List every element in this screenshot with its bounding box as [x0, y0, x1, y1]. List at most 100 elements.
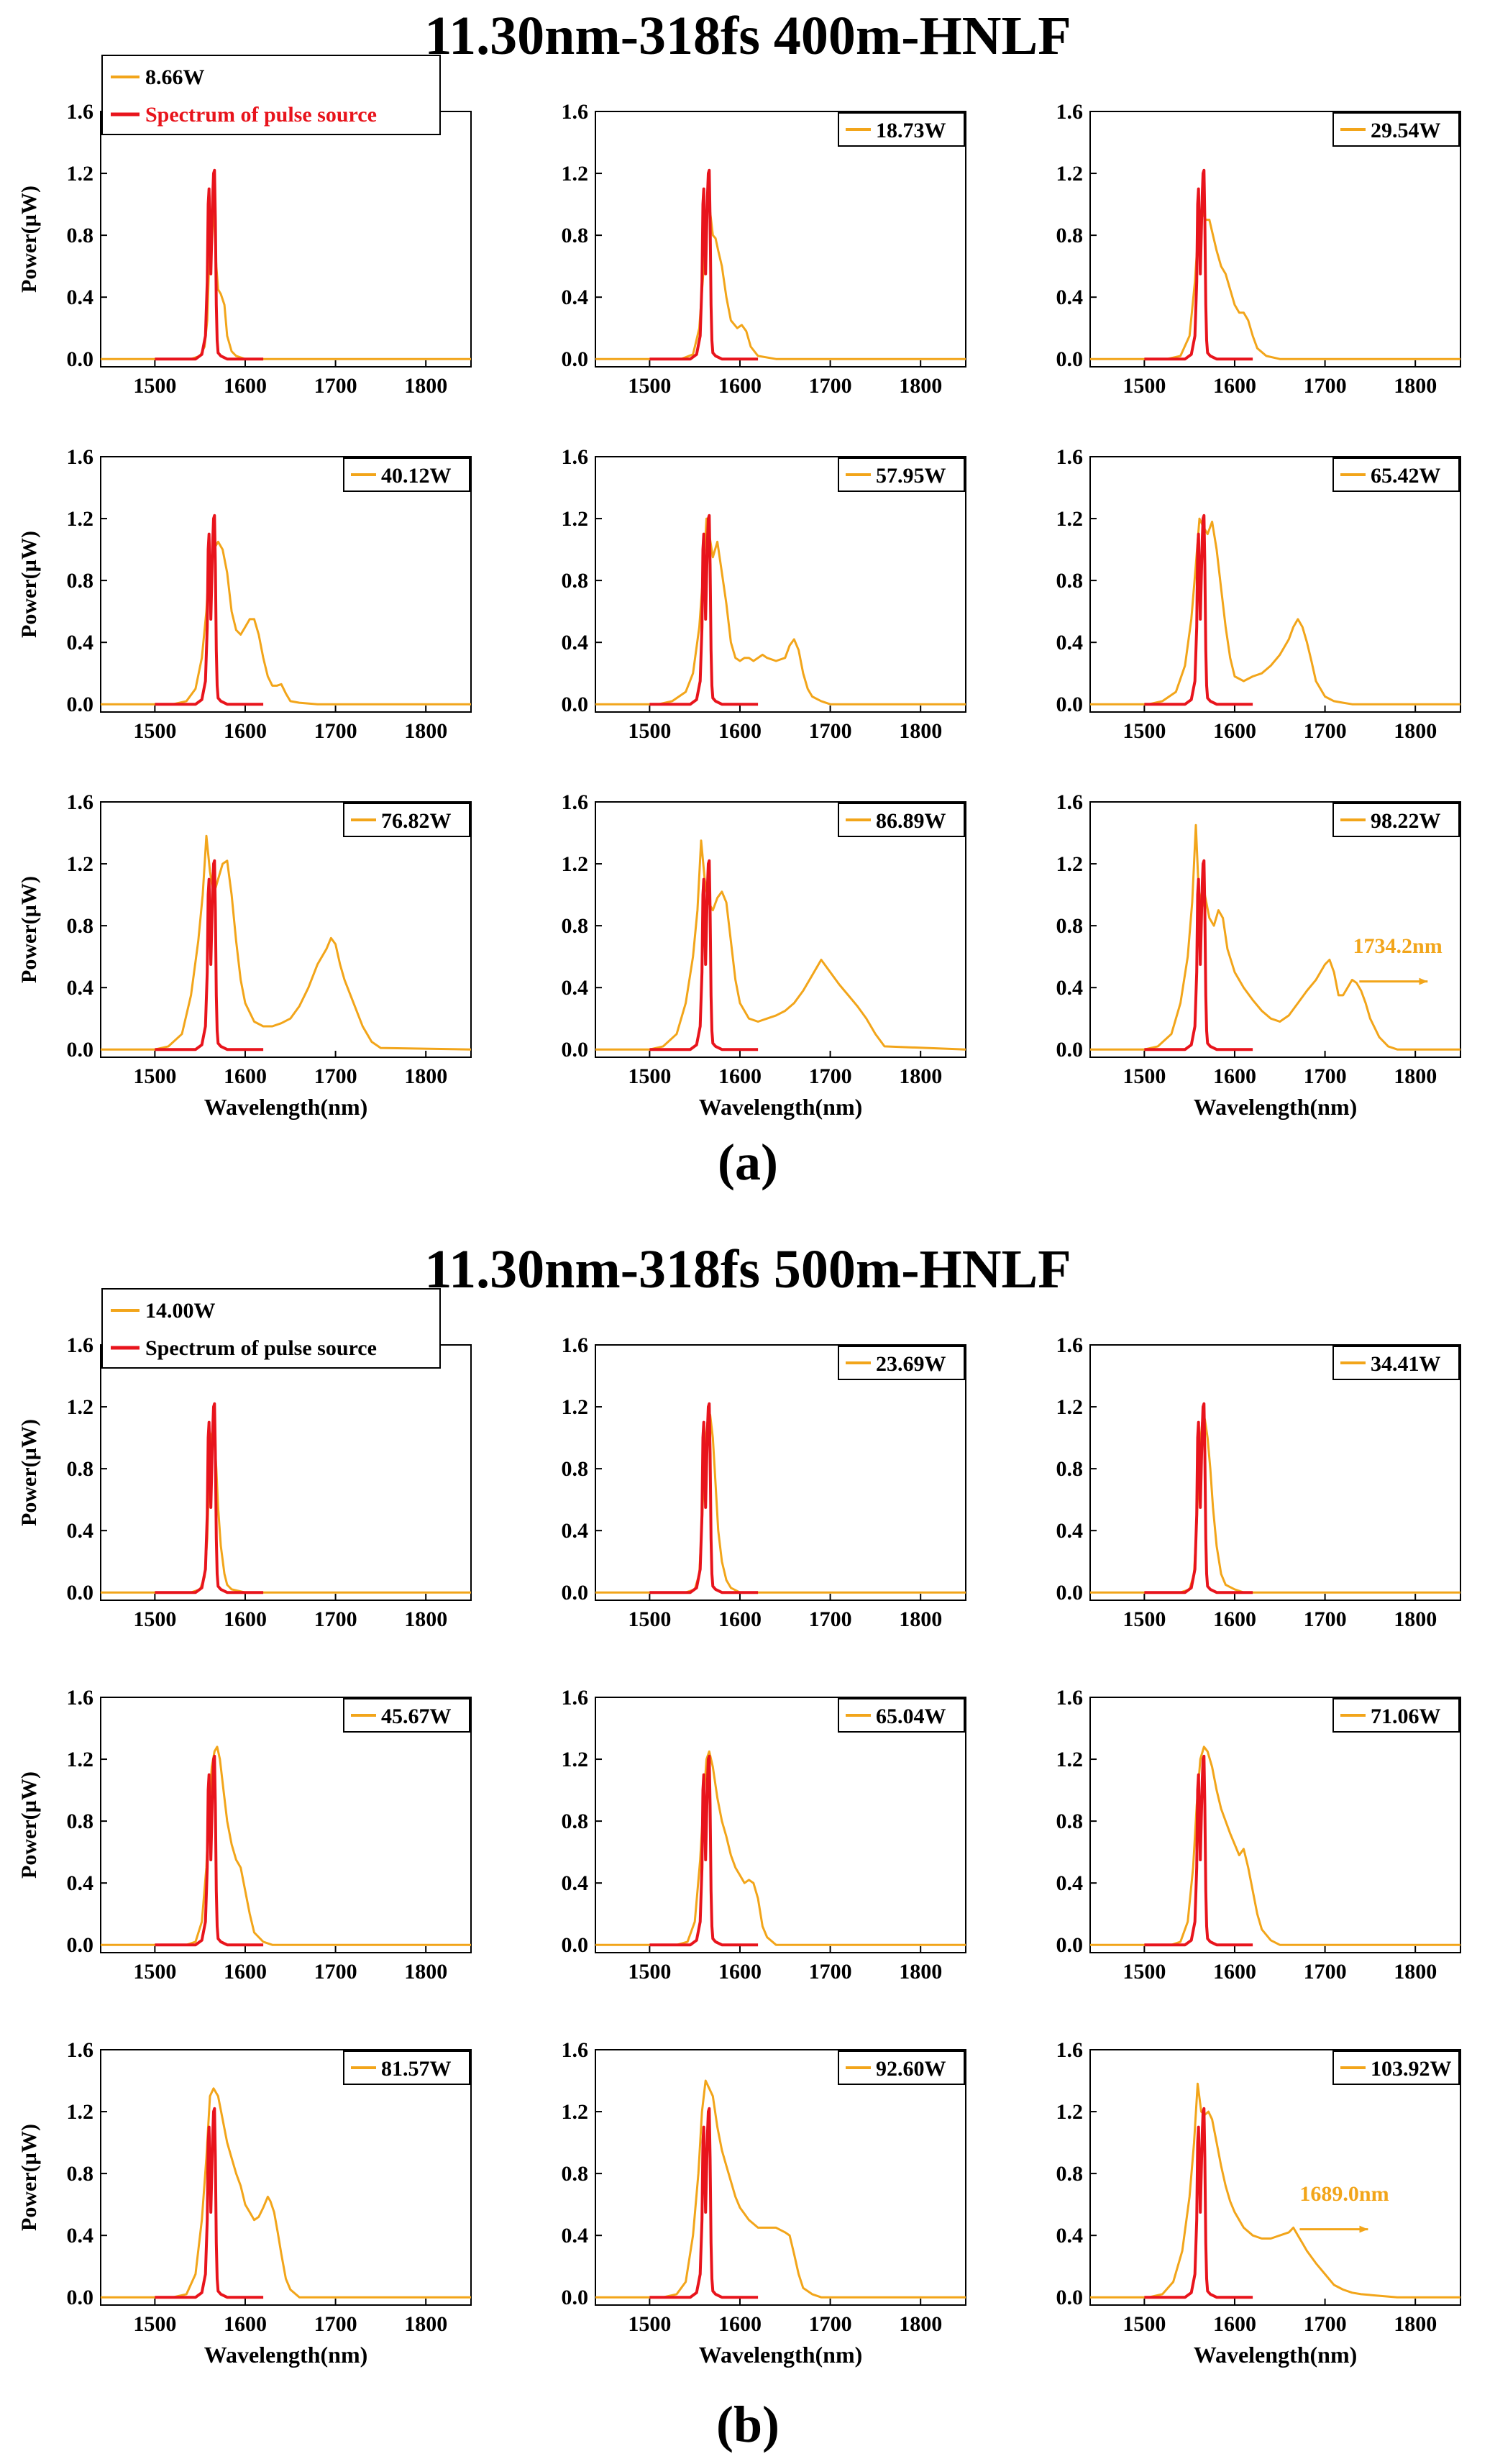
legend-box [101, 55, 441, 135]
plot-frame [100, 1344, 472, 1601]
series-output-spectrum [1090, 1418, 1460, 1594]
chart-panel-a-6: 0.0 0.4 0.8 1.2 1.6 1500 1600 1700 1800 65.42W [1056, 445, 1461, 743]
chart-panel-a-9: 0.0 0.4 0.8 1.2 1.6 1500 1600 1700 1800 Wavelengt… [1056, 790, 1461, 1120]
x-tick-label: 1600 [718, 719, 762, 743]
plot-frame [1089, 801, 1461, 1058]
plot-frame [100, 2049, 472, 2306]
y-tick-label: 0.0 [1056, 347, 1084, 371]
legend-box [101, 1288, 441, 1369]
y-tick-label: 1.2 [562, 1395, 589, 1419]
legend-label-power: 103.92W [1371, 2057, 1452, 2081]
chart-panel-a-8: 0.0 0.4 0.8 1.2 1.6 1500 1600 1700 1800 Wavelengt… [562, 790, 966, 1120]
legend-label-power: 76.82W [381, 809, 452, 833]
x-tick-label: 1700 [809, 2312, 852, 2336]
figure-label-b: (b) [716, 2396, 779, 2453]
legend-label-power: 45.67W [381, 1705, 452, 1728]
chart-panel-a-2: 0.0 0.4 0.8 1.2 1.6 1500 1600 1700 1800 18.73W [562, 100, 966, 398]
legend-label-source: Spectrum of pulse source [145, 1336, 377, 1360]
y-tick-label: 0.0 [562, 693, 589, 716]
series-source-spectrum [649, 514, 759, 706]
x-tick-label: 1500 [1123, 1607, 1166, 1631]
legend-label-power: 40.12W [381, 464, 452, 488]
y-tick-label: 1.6 [67, 2038, 94, 2062]
series-output-spectrum [1090, 517, 1460, 706]
series-source-spectrum [155, 514, 264, 706]
y-tick-label: 0.8 [67, 914, 94, 938]
figure-title-b: 11.30nm-318fs 500m-HNLF [424, 1239, 1071, 1300]
y-tick-label: 0.4 [562, 286, 589, 309]
chart-panel-b-6: 0.0 0.4 0.8 1.2 1.6 1500 1600 1700 1800 71.06W [1056, 1686, 1461, 1984]
y-tick-label: 1.2 [1056, 162, 1084, 186]
legend-label-power: 65.42W [1371, 464, 1441, 488]
chart-panel-b-5: 0.0 0.4 0.8 1.2 1.6 1500 1600 1700 1800 65.04W [562, 1686, 966, 1984]
legend-label-power: 86.89W [876, 809, 946, 833]
x-tick-label: 1500 [133, 1960, 176, 1984]
x-tick-label: 1800 [1394, 719, 1437, 743]
series-source-spectrum [155, 2107, 264, 2299]
y-tick-label: 1.2 [562, 507, 589, 531]
y-tick-label: 0.4 [562, 2224, 589, 2248]
series-output-spectrum [101, 2087, 471, 2299]
plot-frame [595, 456, 966, 713]
x-tick-label: 1700 [809, 374, 852, 398]
plot-frame [595, 1697, 966, 1953]
x-tick-label: 1600 [224, 1960, 267, 1984]
x-tick-label: 1800 [404, 1064, 447, 1088]
plot-frame [1089, 1344, 1461, 1601]
y-tick-label: 0.8 [67, 2162, 94, 2186]
y-tick-label: 0.0 [67, 1581, 94, 1605]
y-tick-label: 1.2 [1056, 507, 1084, 531]
x-tick-label: 1600 [1213, 1607, 1256, 1631]
y-tick-label: 0.4 [67, 286, 94, 309]
series-source-spectrum [1144, 514, 1253, 706]
legend-label-power: 57.95W [876, 464, 946, 488]
plot-frame [595, 111, 966, 368]
y-tick-label: 0.8 [562, 2162, 589, 2186]
x-tick-label: 1500 [133, 374, 176, 398]
y-tick-label: 0.8 [67, 1457, 94, 1481]
x-tick-label: 1500 [628, 1607, 671, 1631]
x-tick-label: 1700 [1304, 1064, 1347, 1088]
y-tick-label: 1.6 [562, 100, 589, 124]
y-tick-label: 0.0 [1056, 1038, 1084, 1062]
figure-label-a: (a) [718, 1133, 778, 1191]
legend-label-power: 92.60W [876, 2057, 946, 2081]
y-tick-label: 0.4 [67, 2224, 94, 2248]
y-tick-label: 0.0 [562, 1038, 589, 1062]
x-tick-label: 1700 [1304, 1607, 1347, 1631]
y-tick-label: 0.8 [67, 569, 94, 593]
series-output-spectrum [1090, 2082, 1460, 2299]
y-tick-label: 1.6 [562, 1686, 589, 1710]
series-output-spectrum [595, 1750, 966, 1946]
y-tick-label: 0.4 [67, 1519, 94, 1543]
y-axis-label: Power(µW) [17, 1771, 41, 1879]
chart-panel-a-3: 0.0 0.4 0.8 1.2 1.6 1500 1600 1700 1800 29.54W [1056, 100, 1461, 398]
legend-label-power: 65.04W [876, 1705, 946, 1728]
legend-label-power: 71.06W [1371, 1705, 1441, 1728]
annotation-label: 1734.2nm [1353, 934, 1443, 958]
y-tick-label: 0.0 [562, 347, 589, 371]
x-tick-label: 1800 [899, 1064, 942, 1088]
x-axis-label: Wavelength(nm) [204, 1094, 368, 1120]
y-tick-label: 0.0 [67, 1038, 94, 1062]
y-tick-label: 0.8 [1056, 224, 1084, 247]
x-tick-label: 1600 [1213, 374, 1256, 398]
y-tick-label: 1.2 [67, 852, 94, 876]
y-tick-label: 0.8 [1056, 569, 1084, 593]
x-tick-label: 1800 [404, 374, 447, 398]
y-tick-label: 1.2 [67, 507, 94, 531]
y-tick-label: 0.4 [1056, 976, 1084, 1000]
x-tick-label: 1500 [628, 1064, 671, 1088]
plot-frame [595, 801, 966, 1058]
x-tick-label: 1700 [809, 1607, 852, 1631]
y-tick-label: 1.6 [67, 790, 94, 814]
series-output-spectrum [1090, 1746, 1460, 1946]
x-axis-label: Wavelength(nm) [699, 2342, 863, 2368]
series-output-spectrum [595, 2079, 966, 2299]
chart-panel-b-3: 0.0 0.4 0.8 1.2 1.6 1500 1600 1700 1800 34.41W [1056, 1333, 1461, 1631]
y-tick-label: 0.8 [562, 1457, 589, 1481]
chart-panel-a-7: 0.0 0.4 0.8 1.2 1.6 1500 1600 1700 1800 Power(µW)… [17, 790, 472, 1120]
x-tick-label: 1800 [404, 1960, 447, 1984]
legend-label-power: 23.69W [876, 1352, 946, 1376]
legend-label-power: 34.41W [1371, 1352, 1441, 1376]
